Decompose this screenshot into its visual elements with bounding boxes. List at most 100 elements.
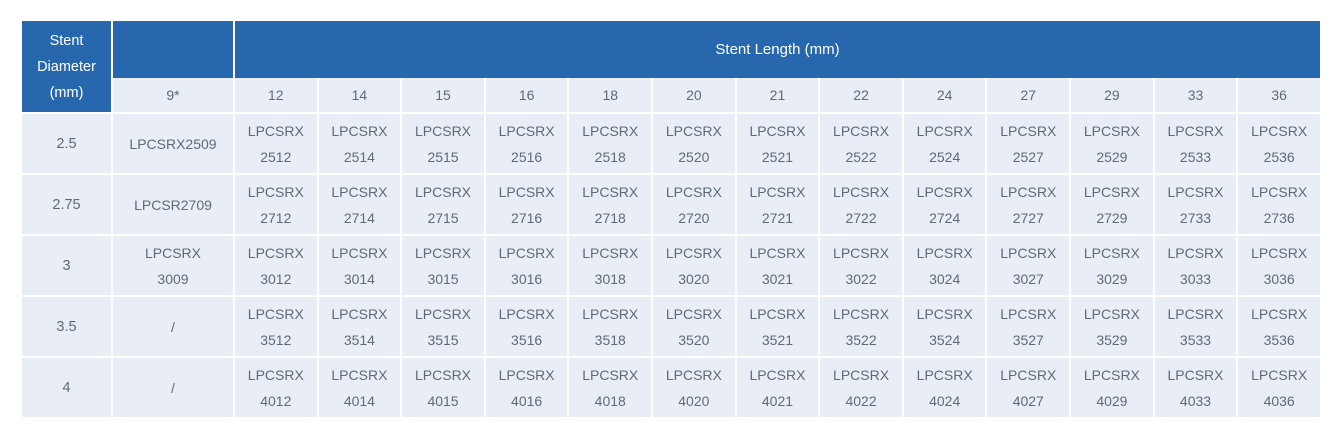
product-code-cell: LPCSRX 3027 [985, 234, 1072, 297]
header-spacer-cell [111, 19, 235, 78]
diameter-row-header: 2.5 [20, 112, 113, 175]
product-code-cell: LPCSRX 3018 [567, 234, 654, 297]
product-code-cell: LPCSRX 3021 [734, 234, 821, 297]
diameter-row-header: 4 [20, 356, 113, 419]
product-code-cell: LPCSRX 2727 [985, 173, 1072, 236]
product-code-cell: LPCSRX 3009 [111, 234, 235, 297]
product-code-cell: LPCSRX 2724 [901, 173, 988, 236]
product-code-cell: LPCSRX 2514 [316, 112, 403, 175]
product-code-cell: LPCSRX 2533 [1152, 112, 1239, 175]
diameter-row-header: 3 [20, 234, 113, 297]
product-code-cell: LPCSRX 3012 [233, 234, 319, 297]
product-code-cell: LPCSRX 2736 [1236, 173, 1322, 236]
product-code-cell: LPCSRX 4036 [1236, 356, 1322, 419]
table-row: 3.5/LPCSRX 3512 LPCSRX 3514 LPCSRX 3515 LPC… [20, 295, 1322, 358]
product-code-cell: LPCSRX 2714 [316, 173, 403, 236]
table-row: 2.5 LPCSRX2509 LPCSRX 2512 LPCSRX 2514 LPCSR… [20, 112, 1322, 175]
product-code-cell: LPCSRX 4012 [233, 356, 319, 419]
product-code-cell: LPCSRX 3520 [651, 295, 737, 358]
product-code-cell: LPCSRX 3029 [1069, 234, 1155, 297]
product-code-cell: LPCSRX 2536 [1236, 112, 1322, 175]
product-code-cell: LPCSRX 4029 [1069, 356, 1155, 419]
product-code-cell: LPCSRX 3024 [901, 234, 988, 297]
product-code-cell: LPCSRX 2518 [567, 112, 654, 175]
product-code-cell: LPCSRX2509 [111, 112, 235, 175]
product-code-cell: LPCSRX 3533 [1152, 295, 1239, 358]
product-code-cell: LPCSRX 3536 [1236, 295, 1322, 358]
product-code-cell: LPCSRX 4024 [901, 356, 988, 419]
product-code-cell: LPCSRX 3521 [734, 295, 821, 358]
table-row: 4/LPCSRX 4012 LPCSRX 4014 LPCSRX 4015 LPCSR… [20, 356, 1322, 419]
column-header-27: 27 [985, 78, 1072, 114]
product-code-cell: LPCSRX 2524 [901, 112, 988, 175]
product-code-cell: LPCSRX 4018 [567, 356, 654, 419]
product-code-cell: LPCSR2709 [111, 173, 235, 236]
product-code-cell: LPCSRX 2712 [233, 173, 319, 236]
product-code-cell: LPCSRX 3527 [985, 295, 1072, 358]
product-code-cell: LPCSRX 4015 [400, 356, 486, 419]
product-code-cell: LPCSRX 2515 [400, 112, 486, 175]
column-header-18: 18 [567, 78, 654, 114]
column-header-21: 21 [734, 78, 821, 114]
column-header-15: 15 [400, 78, 486, 114]
product-code-cell: LPCSRX 4021 [734, 356, 821, 419]
product-code-cell: LPCSRX 3514 [316, 295, 403, 358]
product-code-cell: LPCSRX 4022 [818, 356, 904, 419]
product-code-cell: LPCSRX 2522 [818, 112, 904, 175]
product-code-cell: LPCSRX 3518 [567, 295, 654, 358]
product-code-cell: LPCSRX 2529 [1069, 112, 1155, 175]
column-header-20: 20 [651, 78, 737, 114]
product-code-cell: LPCSRX 2729 [1069, 173, 1155, 236]
header-row-top: Stent Diameter (mm) Stent Length (mm) [20, 19, 1322, 113]
column-header-22: 22 [818, 78, 904, 114]
column-header-9: 9* [111, 78, 235, 114]
product-code-cell: LPCSRX 3020 [651, 234, 737, 297]
stent-size-matrix-table: Stent Diameter (mm) Stent Length (mm) 9*… [20, 19, 1322, 419]
stent-diameter-header: Stent Diameter (mm) [20, 19, 113, 113]
product-code-cell: LPCSRX 4016 [483, 356, 570, 419]
product-code-cell: / [111, 295, 235, 358]
product-code-cell: LPCSRX 2715 [400, 173, 486, 236]
stent-length-header: Stent Length (mm) [233, 19, 1322, 78]
product-code-cell: LPCSRX 2512 [233, 112, 319, 175]
product-code-cell: LPCSRX 4027 [985, 356, 1072, 419]
product-code-cell: LPCSRX 4033 [1152, 356, 1239, 419]
column-header-33: 33 [1152, 78, 1239, 114]
product-code-cell: LPCSRX 3036 [1236, 234, 1322, 297]
product-code-cell: LPCSRX 3529 [1069, 295, 1155, 358]
table-row: 3 LPCSRX 3009 LPCSRX 3012 LPCSRX 3014 LPCSRX… [20, 234, 1322, 297]
product-code-cell: LPCSRX 2527 [985, 112, 1072, 175]
product-code-cell: LPCSRX 4020 [651, 356, 737, 419]
product-code-cell: LPCSRX 2516 [483, 112, 570, 175]
product-code-cell: LPCSRX 3512 [233, 295, 319, 358]
product-code-cell: LPCSRX 3515 [400, 295, 486, 358]
product-code-cell: LPCSRX 2718 [567, 173, 654, 236]
product-code-cell: LPCSRX 2733 [1152, 173, 1239, 236]
product-code-cell: LPCSRX 3522 [818, 295, 904, 358]
column-header-16: 16 [483, 78, 570, 114]
product-code-cell: / [111, 356, 235, 419]
column-header-14: 14 [316, 78, 403, 114]
diameter-row-header: 3.5 [20, 295, 113, 358]
table-row: 2.75 LPCSR2709 LPCSRX 2712 LPCSRX 2714 LPCSR… [20, 173, 1322, 236]
product-code-cell: LPCSRX 3033 [1152, 234, 1239, 297]
product-code-cell: LPCSRX 2520 [651, 112, 737, 175]
product-code-cell: LPCSRX 2721 [734, 173, 821, 236]
product-code-cell: LPCSRX 3016 [483, 234, 570, 297]
column-header-12: 12 [233, 78, 319, 114]
product-code-cell: LPCSRX 2720 [651, 173, 737, 236]
column-header-24: 24 [901, 78, 988, 114]
product-code-cell: LPCSRX 4014 [316, 356, 403, 419]
product-code-cell: LPCSRX 3022 [818, 234, 904, 297]
column-header-36: 36 [1236, 78, 1322, 114]
column-header-29: 29 [1069, 78, 1155, 114]
product-code-cell: LPCSRX 3014 [316, 234, 403, 297]
product-code-cell: LPCSRX 3516 [483, 295, 570, 358]
product-code-cell: LPCSRX 2521 [734, 112, 821, 175]
diameter-row-header: 2.75 [20, 173, 113, 236]
product-code-cell: LPCSRX 2716 [483, 173, 570, 236]
header-row-columns: 9* 12 14 15 16 18 20 21 22 24 27 29 33 36 [21, 78, 1322, 114]
product-code-cell: LPCSRX 2722 [818, 173, 904, 236]
product-code-cell: LPCSRX 3015 [400, 234, 486, 297]
